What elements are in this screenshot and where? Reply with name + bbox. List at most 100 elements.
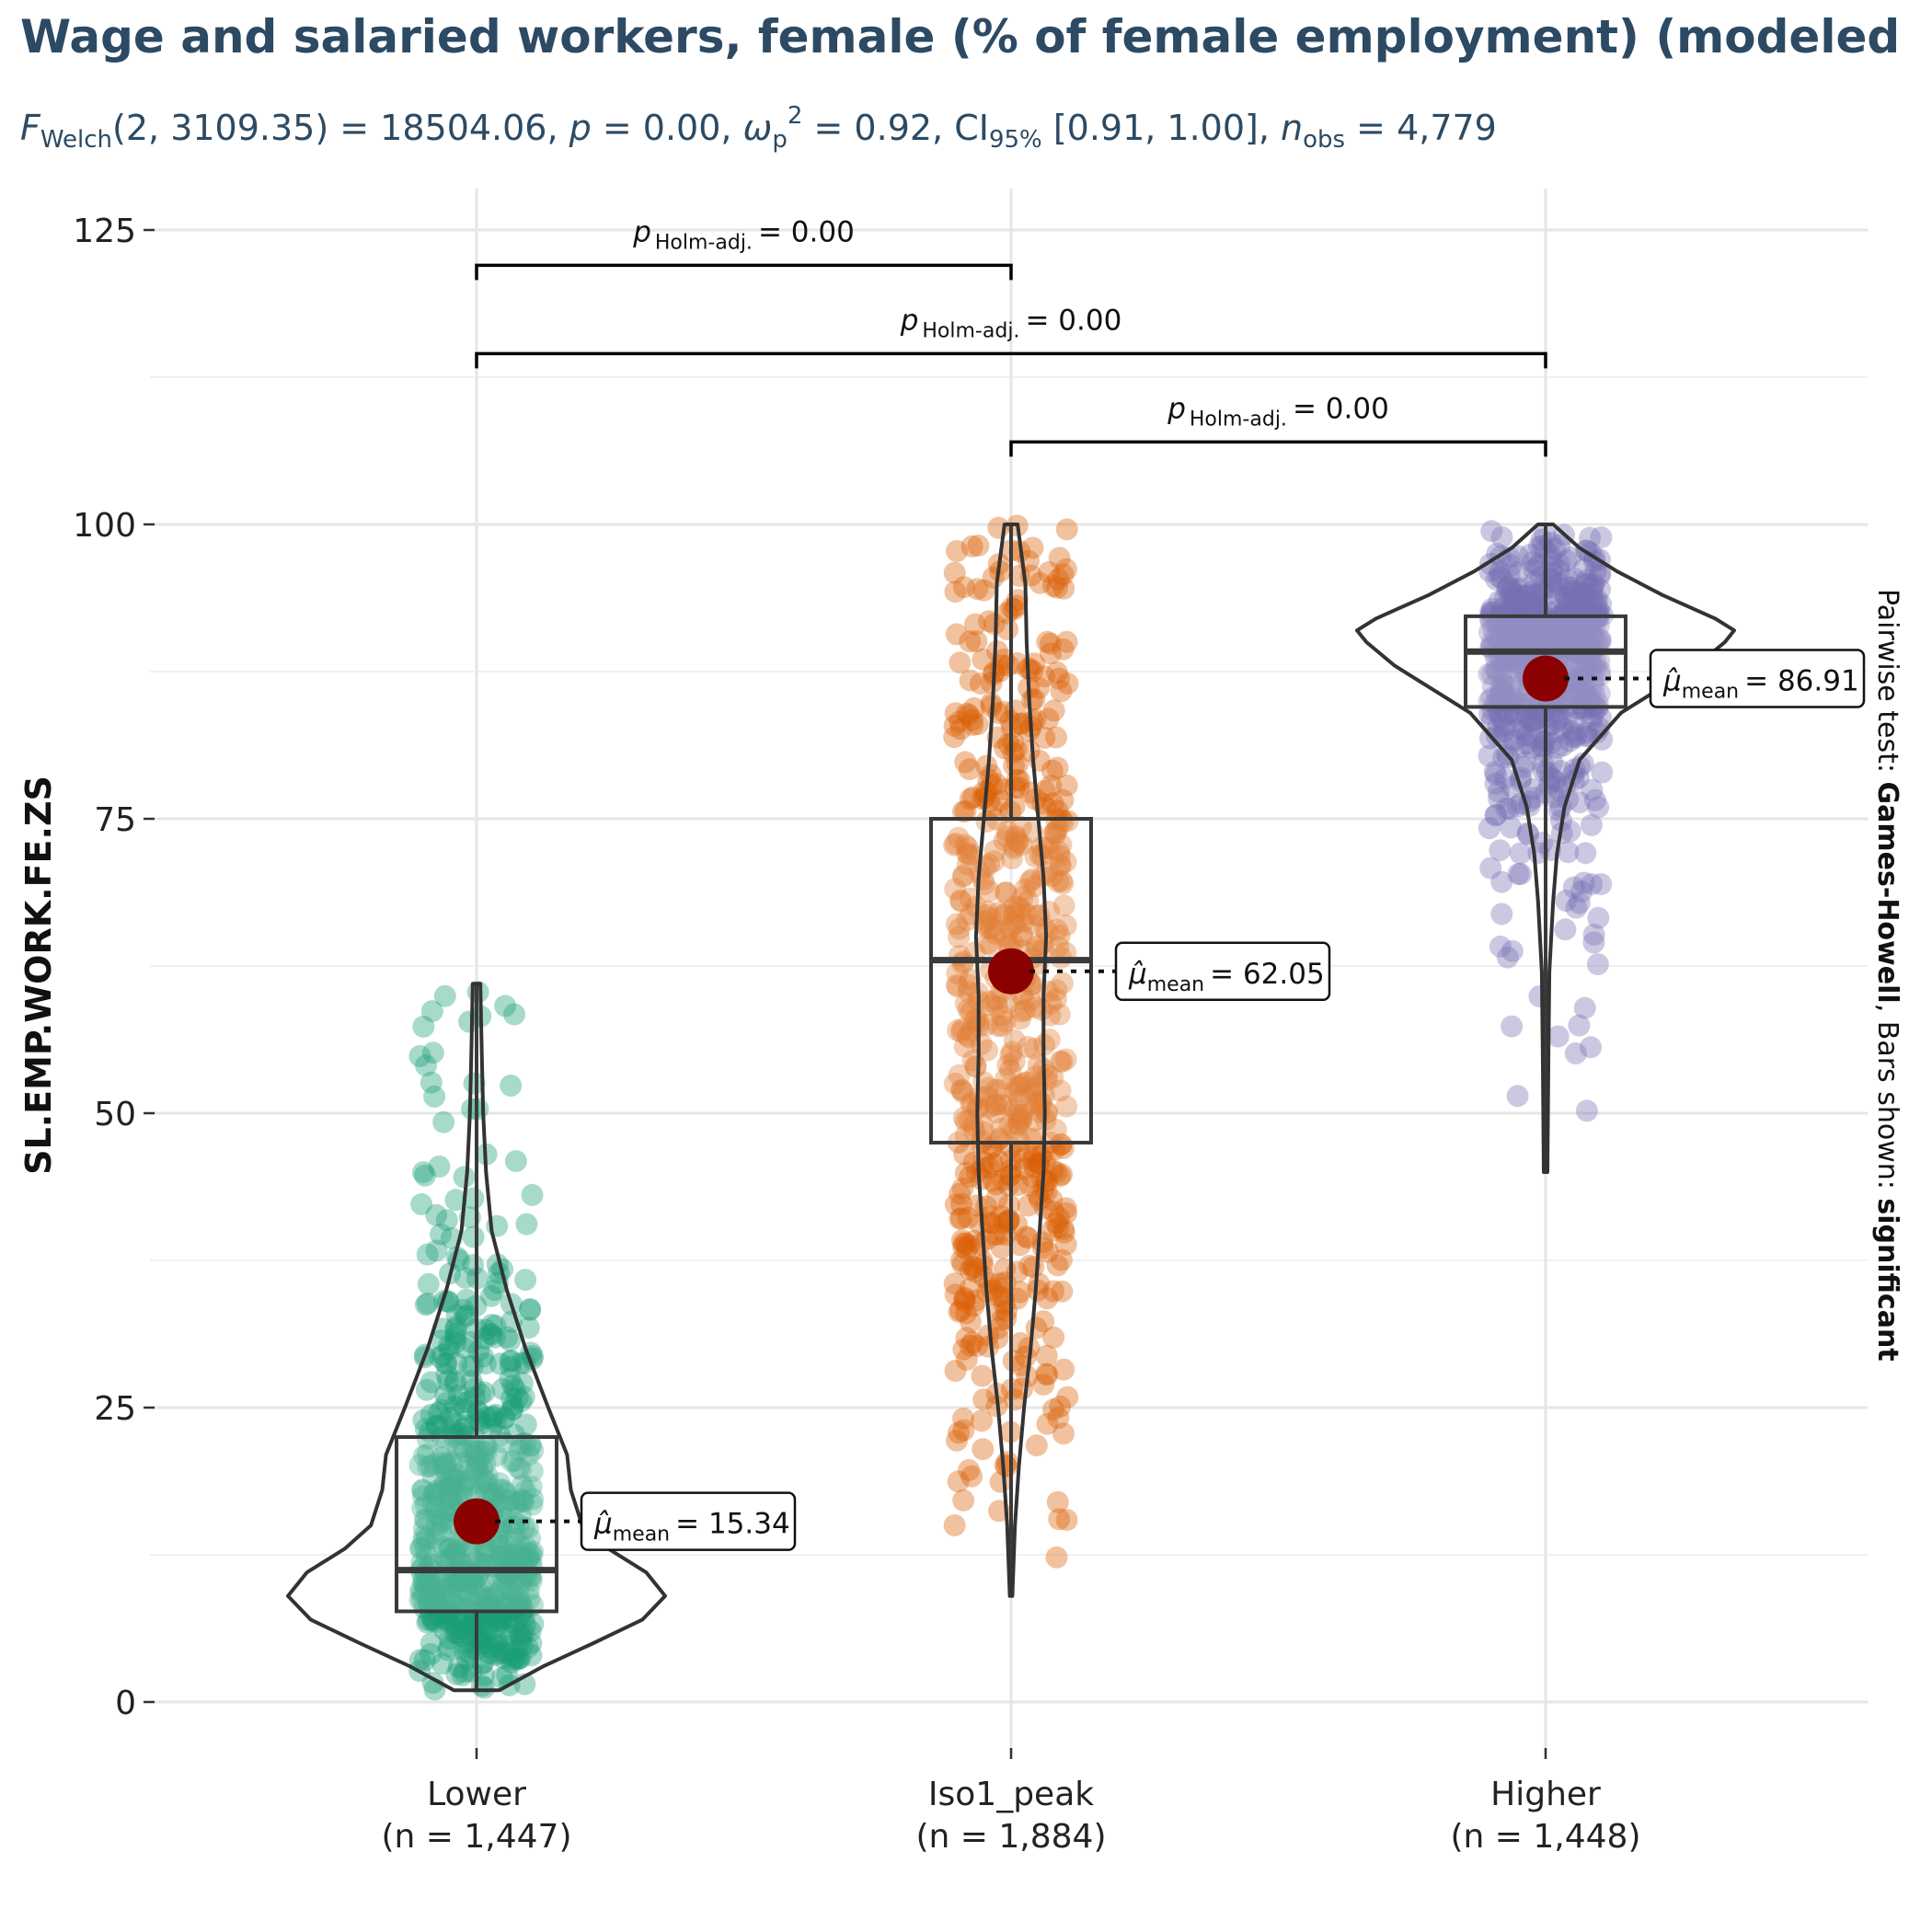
data-point (1582, 931, 1605, 954)
data-point (1032, 1373, 1055, 1396)
data-point (971, 1409, 994, 1432)
data-point (443, 1395, 466, 1418)
data-point (945, 973, 968, 996)
data-point (1518, 627, 1541, 650)
data-point (1003, 1050, 1026, 1073)
data-point (966, 578, 989, 601)
data-point (1479, 857, 1502, 880)
data-point (1051, 972, 1074, 995)
data-point (1490, 525, 1513, 548)
data-point (1539, 765, 1561, 788)
data-point (984, 920, 1007, 942)
data-point (1493, 714, 1516, 737)
mean-point (454, 1498, 500, 1545)
data-point (1548, 585, 1571, 608)
data-point (1042, 1398, 1065, 1421)
data-point (490, 1640, 513, 1663)
data-point (1575, 725, 1598, 747)
data-point (521, 1183, 544, 1206)
data-point (464, 1450, 487, 1473)
data-point (479, 1322, 502, 1345)
data-point (1574, 842, 1597, 865)
data-point (1046, 799, 1069, 822)
data-point (512, 1598, 535, 1621)
data-point (510, 1603, 533, 1626)
data-point (1004, 776, 1027, 799)
data-point (1591, 761, 1614, 784)
data-point (1524, 708, 1547, 731)
data-point (959, 630, 982, 653)
data-point (519, 1298, 542, 1321)
data-point (501, 1374, 524, 1397)
data-point (466, 1453, 489, 1476)
data-point (1004, 895, 1026, 918)
data-point (1521, 592, 1544, 615)
data-point (1581, 704, 1604, 727)
data-point (1014, 878, 1037, 901)
data-point (462, 1616, 485, 1639)
data-point (1045, 1212, 1068, 1235)
data-point (500, 1644, 523, 1667)
data-point (462, 1254, 485, 1276)
data-point (1538, 628, 1560, 651)
data-point (1557, 588, 1580, 611)
data-point (994, 1010, 1017, 1033)
data-point (1507, 561, 1530, 583)
data-point (517, 1443, 540, 1466)
data-point (1546, 710, 1569, 733)
data-point (1562, 581, 1585, 604)
data-point (1483, 761, 1506, 784)
data-point (489, 1478, 512, 1501)
data-point (411, 1478, 434, 1501)
p-sub: Holm-adj. (655, 231, 753, 254)
data-point (413, 1508, 436, 1531)
data-point (956, 836, 979, 859)
data-point (462, 1572, 485, 1595)
data-point (1047, 568, 1070, 591)
data-point (1586, 953, 1609, 976)
data-point (1055, 518, 1078, 541)
data-point (1510, 595, 1533, 618)
data-point (1054, 1197, 1077, 1220)
data-point (1052, 1358, 1075, 1381)
data-point (1562, 711, 1585, 733)
data-point (441, 1474, 464, 1497)
data-point (1544, 624, 1567, 647)
data-point (1499, 587, 1522, 609)
data-point (443, 1583, 466, 1606)
data-point (1571, 602, 1594, 625)
data-point (1526, 617, 1548, 640)
data-point (1515, 724, 1538, 747)
data-point (1049, 1079, 1072, 1102)
data-point (1554, 585, 1577, 608)
data-point (1505, 603, 1527, 626)
data-point (1008, 1234, 1031, 1257)
data-point (1044, 1119, 1067, 1141)
data-point (434, 1603, 457, 1626)
data-point (443, 1574, 466, 1596)
caption-test: Games-Howell (1871, 782, 1903, 1004)
data-point (966, 713, 989, 736)
data-point (949, 889, 972, 912)
data-point (440, 1416, 463, 1439)
data-point (1054, 1233, 1077, 1256)
mean-point (988, 948, 1034, 995)
data-point (1008, 712, 1031, 735)
data-point (1494, 767, 1516, 790)
data-point (987, 901, 1010, 924)
data-point (943, 714, 966, 737)
data-point (1546, 615, 1568, 638)
data-point (1568, 891, 1591, 914)
data-point (965, 630, 988, 653)
data-point (1573, 698, 1596, 721)
data-point (1519, 708, 1542, 731)
data-point (446, 1464, 469, 1487)
data-point (512, 1490, 535, 1513)
data-point (1048, 925, 1071, 948)
data-point (1545, 770, 1568, 793)
data-point (1575, 721, 1598, 744)
data-point (1536, 631, 1559, 654)
data-point (1036, 1241, 1059, 1264)
data-point (420, 1371, 443, 1394)
data-point (1047, 1407, 1070, 1430)
